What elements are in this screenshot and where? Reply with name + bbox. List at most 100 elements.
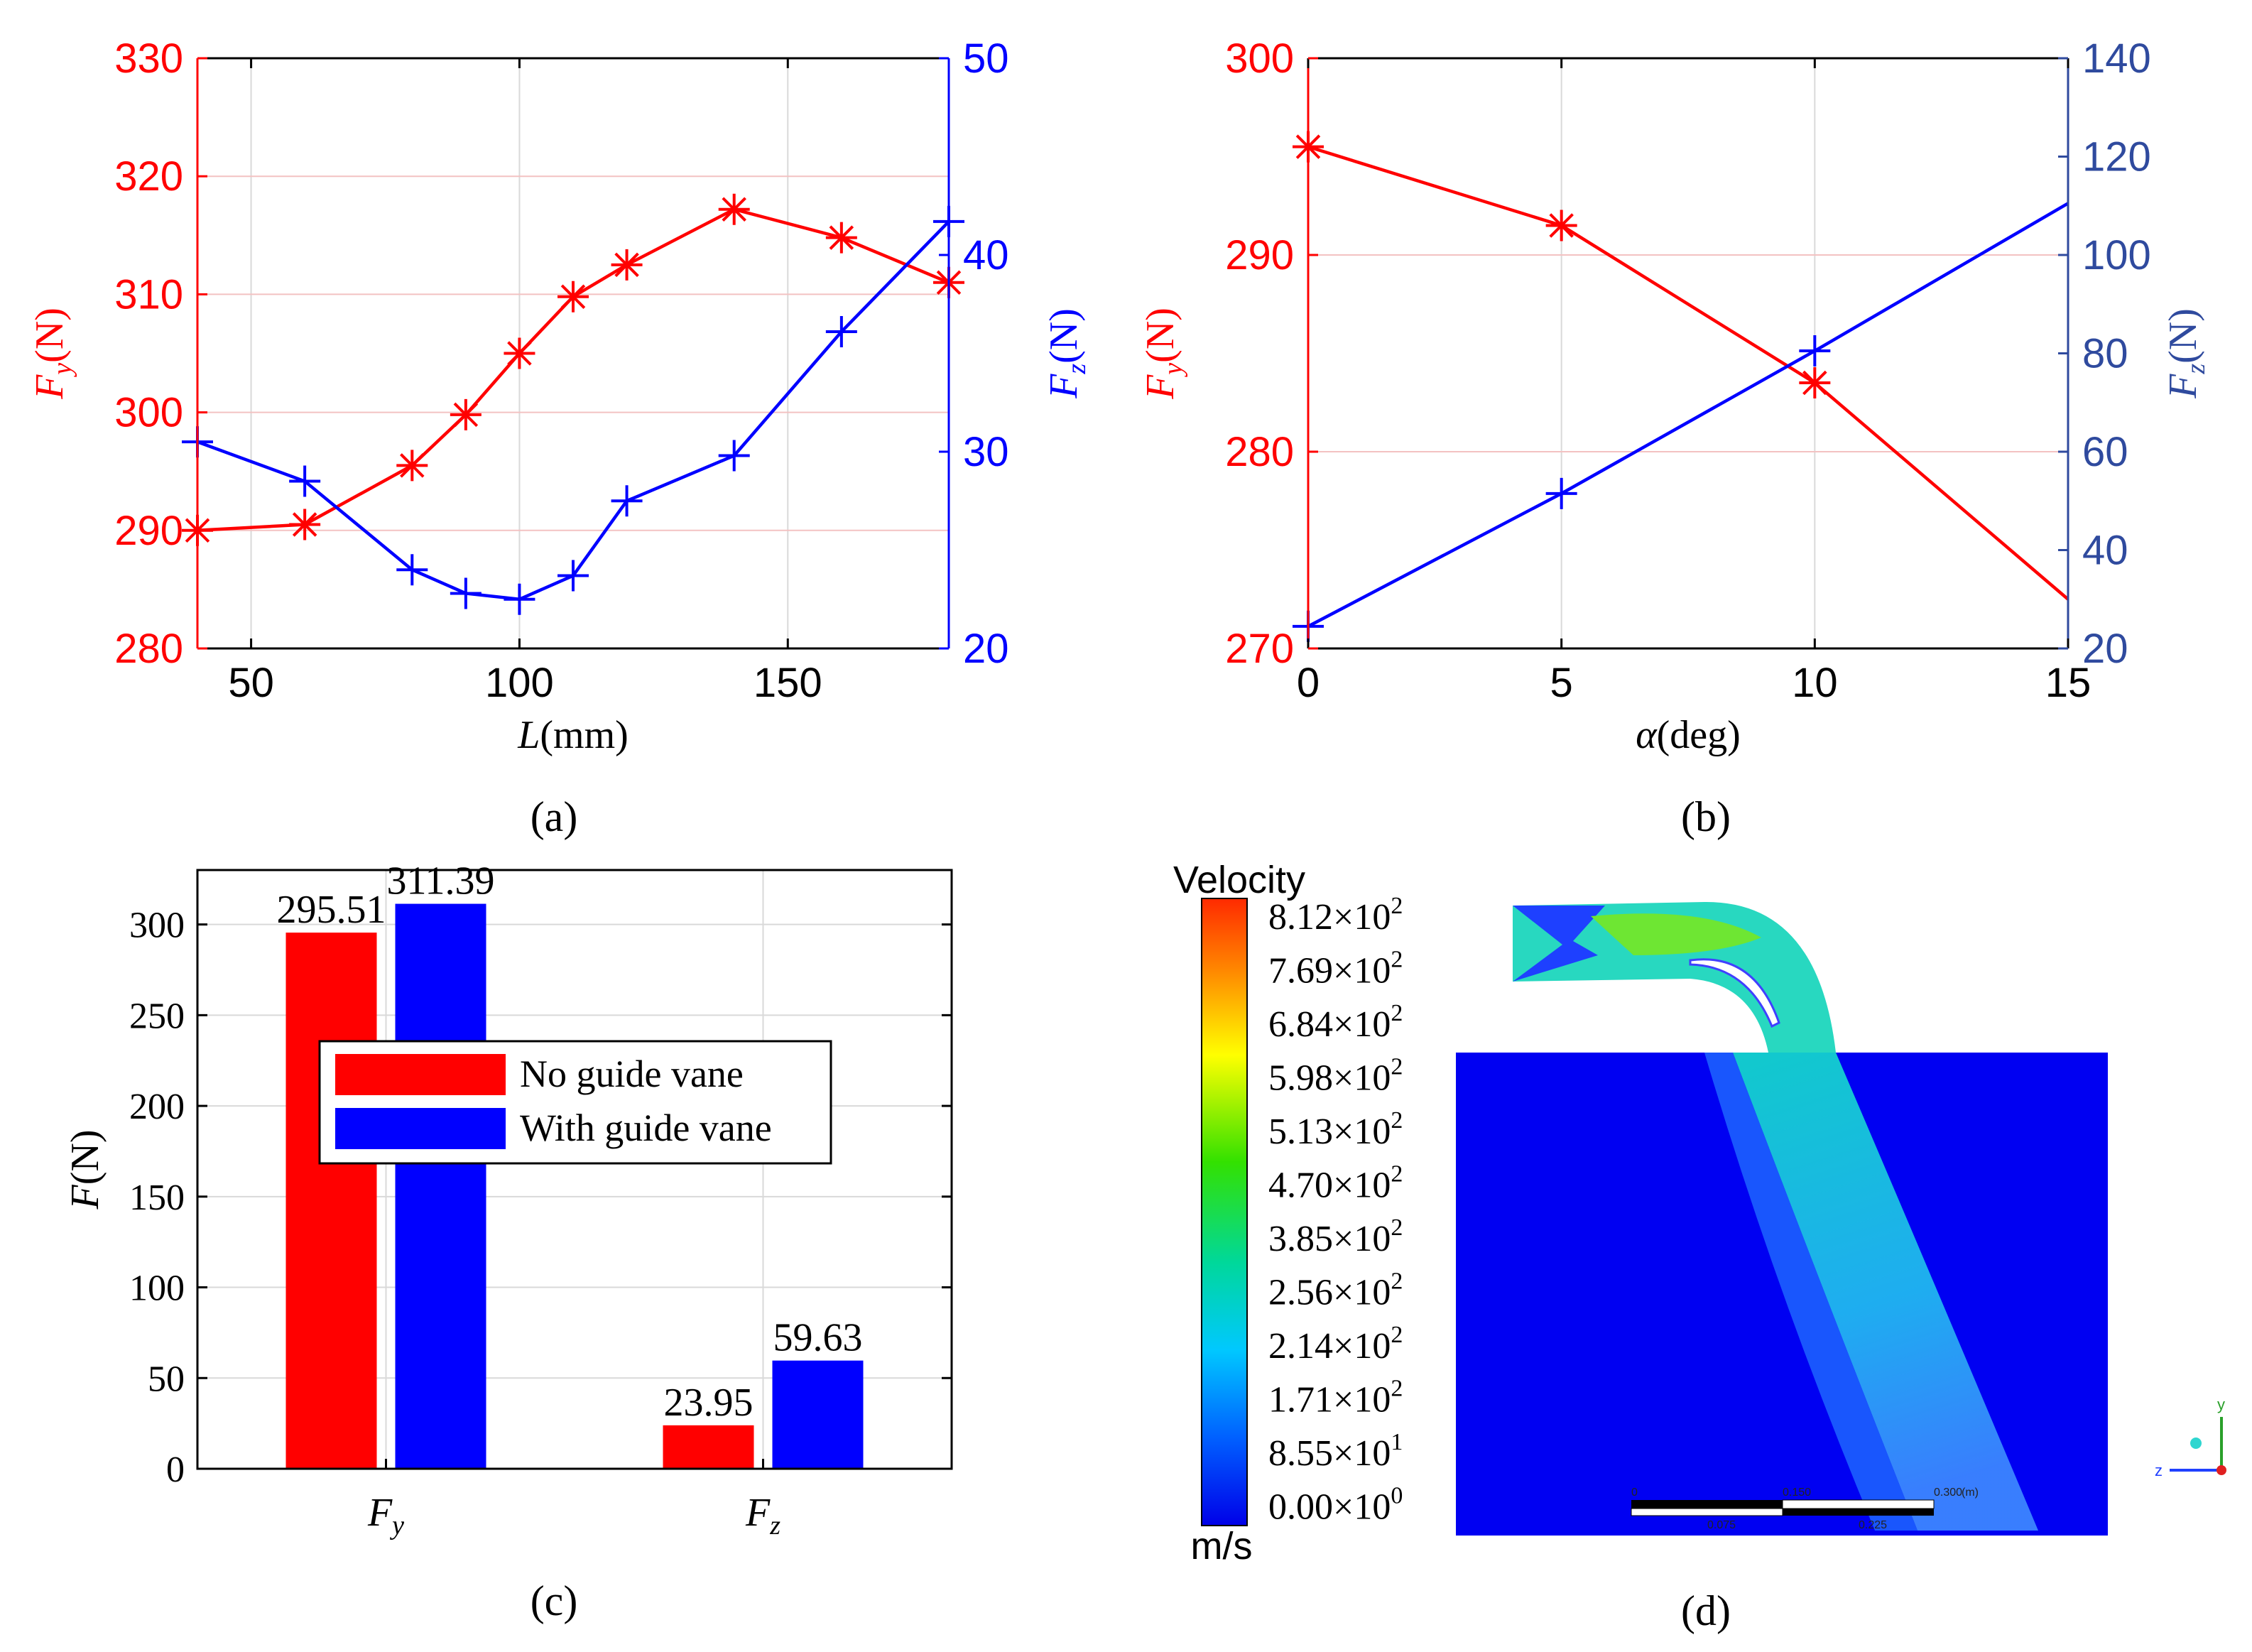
- y-left-tick-label: 330: [114, 36, 183, 82]
- y-tick-label: 300: [129, 906, 185, 946]
- scale-label: 0.225: [1859, 1519, 1887, 1531]
- y-right-tick-label: 40: [963, 232, 1009, 278]
- colorbar-tick-label: 5.98×102: [1268, 1054, 1403, 1099]
- colorbar-tick-label: 7.69×102: [1268, 947, 1403, 991]
- panel-b: 0 5 10 15 270 280 290 300 20 40 60 80 100 120 140 α(deg…: [1138, 36, 2211, 840]
- x-tick-label: 100: [485, 660, 554, 706]
- y-tick-label: 250: [129, 996, 185, 1036]
- grid: [1307, 58, 2069, 648]
- legend-entry: With guide vane: [520, 1107, 772, 1149]
- data-point-right-2: [1799, 335, 1831, 367]
- y-tick-label: 150: [129, 1178, 185, 1218]
- series-right-line: [1307, 202, 2069, 628]
- scale-bar: 0 0.150 0.300(m) 0.075 0.225: [1631, 1487, 1979, 1531]
- y-left-tick-label: 320: [114, 153, 183, 200]
- y-right-tick-label: 100: [2082, 232, 2151, 278]
- data-point-left-1: [1545, 210, 1577, 241]
- data-point-left-7: [718, 193, 750, 225]
- y-axis-right-label: Fz(N): [2161, 308, 2211, 399]
- x-axis-label: L(mm): [517, 713, 629, 757]
- y-tick-label: 50: [148, 1359, 185, 1399]
- axes-frame: [196, 869, 953, 1470]
- data-point-right-7: [718, 440, 750, 472]
- data-point-left-8: [825, 222, 857, 254]
- velocity-contour-image: 0 0.150 0.300(m) 0.075 0.225: [1456, 901, 2108, 1536]
- y-right-tick-label: 40: [2082, 528, 2128, 574]
- data-point-right-3: [450, 577, 482, 609]
- bar-value-label: 311.39: [387, 859, 495, 903]
- panel-a: 50 100 150 280 290 300 310 320 330 20 30 40 50 L(mm) F…: [28, 36, 1092, 840]
- data-point-right-6: [611, 485, 643, 517]
- colorbar-title: Velocity: [1173, 859, 1305, 901]
- y-left-tick-label: 290: [114, 508, 183, 554]
- triad-label: y: [2217, 1396, 2225, 1413]
- colorbar-tick-label: 2.14×102: [1268, 1322, 1403, 1366]
- colorbar-tick-label: 0.00×100: [1268, 1483, 1403, 1528]
- panel-label: (b): [1681, 793, 1731, 840]
- y-right-tick-label: 120: [2082, 134, 2151, 180]
- y-right-tick-label: 20: [2082, 626, 2128, 672]
- bar-value-label: 295.51: [277, 888, 386, 932]
- y-left-tick-label: 280: [114, 626, 183, 672]
- panel-label: (c): [531, 1577, 578, 1624]
- y-left-tick-label: 280: [1225, 429, 1294, 475]
- legend-swatch: [335, 1108, 506, 1149]
- colorbar-tick-label: 2.56×102: [1268, 1268, 1403, 1313]
- x-tick-label: 0: [1297, 660, 1320, 706]
- y-right-tick-label: 60: [2082, 429, 2128, 475]
- y-left-tick-label: 290: [1225, 232, 1294, 278]
- panel-label: (a): [531, 793, 578, 840]
- category-label: Fz: [745, 1491, 780, 1540]
- colorbar-tick-label: 1.71×102: [1268, 1376, 1403, 1420]
- x-axis-label: α(deg): [1636, 713, 1741, 757]
- y-left-tick-label: 310: [114, 271, 183, 317]
- y-tick-label: 0: [166, 1450, 185, 1490]
- colorbar-tick-label: 8.12×102: [1268, 893, 1403, 938]
- colorbar-tick-label: 5.13×102: [1268, 1107, 1403, 1152]
- y-axis-left-label: Fy(N): [28, 308, 77, 400]
- y-tick-label: 100: [129, 1268, 185, 1309]
- axis-triad: yz: [2155, 1396, 2226, 1479]
- data-point-right-1: [1545, 477, 1577, 509]
- series-left-line: [1307, 145, 2069, 601]
- legend-entry: No guide vane: [520, 1053, 744, 1095]
- data-point-left-5: [557, 281, 589, 313]
- bar-0-1: [663, 1425, 754, 1469]
- y-axis-label: F(N): [63, 1130, 107, 1210]
- panel-c: 295.51 23.95 311.39 59.63 0 50 100 150 200 250 300…: [63, 859, 953, 1624]
- legend: No guide vane With guide vane: [318, 1040, 832, 1165]
- category-label: Fy: [367, 1491, 404, 1540]
- colorbar-tick-label: 4.70×102: [1268, 1161, 1403, 1206]
- data-point-right-4: [504, 583, 535, 615]
- x-tick-label: 150: [754, 660, 822, 706]
- panel-label: (d): [1681, 1587, 1731, 1634]
- colorbar-unit: m/s: [1191, 1525, 1253, 1567]
- y-tick-label: 200: [129, 1087, 185, 1127]
- legend-swatch: [335, 1054, 506, 1095]
- y-right-tick-label: 30: [963, 429, 1009, 475]
- colorbar-tick-label: 8.55×101: [1268, 1429, 1403, 1474]
- data-point-right-8: [825, 316, 857, 348]
- y-left-tick-label: 270: [1225, 626, 1294, 672]
- data-point-left-2: [1799, 367, 1831, 399]
- scale-label: 0.300: [1934, 1487, 1962, 1499]
- colorbar-tick-label: 6.84×102: [1268, 1000, 1403, 1045]
- series-right-line: [197, 220, 950, 602]
- x-tick-label: 15: [2045, 660, 2091, 706]
- data-point-right-2: [396, 554, 428, 586]
- data-point-left-1: [289, 509, 321, 540]
- y-right-tick-label: 50: [963, 36, 1009, 82]
- bar-value-label: 23.95: [664, 1381, 754, 1425]
- data-point-left-2: [396, 450, 428, 482]
- y-axis-left-label: Fy(N): [1138, 308, 1188, 400]
- bar-1-1: [772, 1360, 864, 1469]
- scale-label: 0.150: [1783, 1487, 1811, 1499]
- x-tick-label: 10: [1792, 660, 1838, 706]
- colorbar: [1201, 898, 1248, 1526]
- bar-0-0: [285, 933, 377, 1469]
- bar-1-0: [395, 903, 486, 1469]
- grid: [197, 58, 949, 648]
- data-point-left-6: [611, 249, 643, 281]
- x-tick-label: 5: [1550, 660, 1573, 706]
